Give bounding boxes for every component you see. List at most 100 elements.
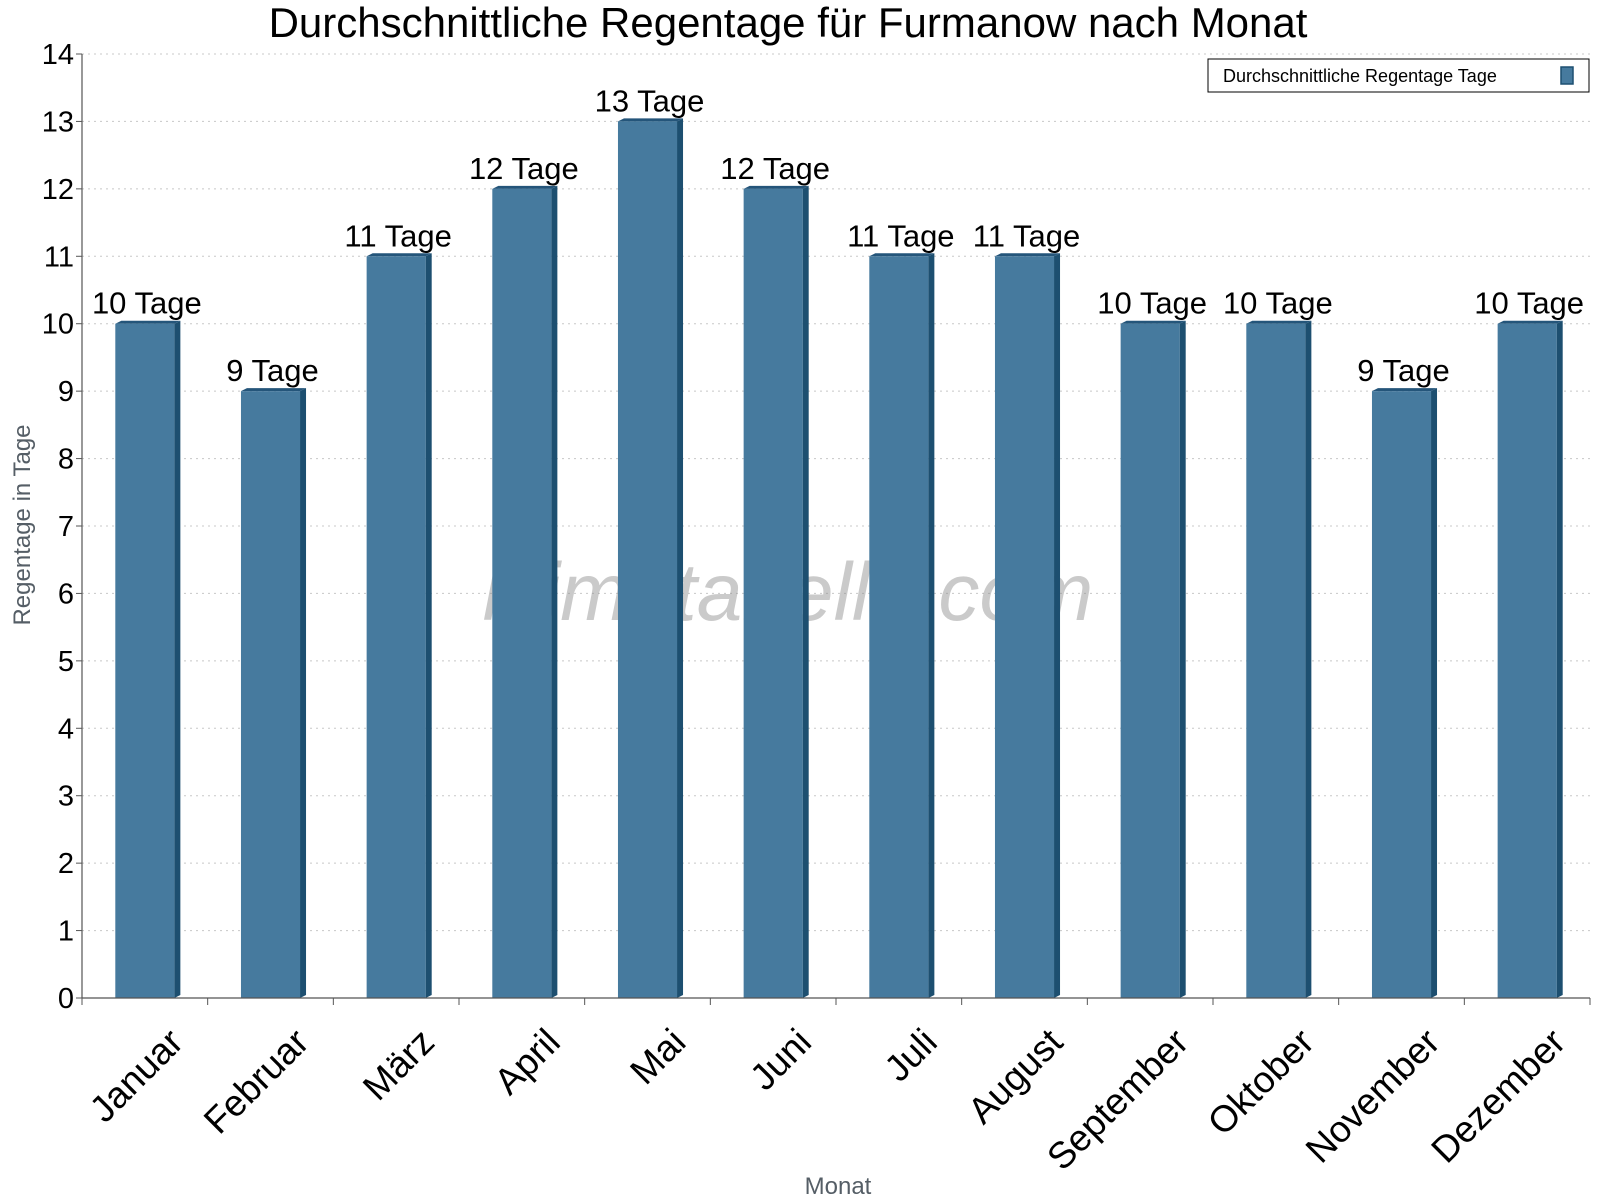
- data-labels: 10 Tage 9 Tage 11 Tage 12 Tage 13 Tage 12 Tag…: [92, 83, 1584, 388]
- bar-side: [928, 253, 935, 999]
- x-tick-label: November: [1298, 1021, 1448, 1171]
- bar-face: [869, 256, 929, 998]
- x-axis-ticks: Januar Februar März April Mai Juni Juli AugustS…: [81, 998, 1591, 1178]
- data-label: 11 Tage: [847, 218, 954, 253]
- bar-side: [174, 320, 181, 998]
- data-label: 10 Tage: [1223, 286, 1333, 321]
- bar-top: [1497, 320, 1563, 324]
- data-label: 11 Tage: [344, 218, 451, 253]
- bar: [240, 388, 307, 999]
- bar-top: [869, 253, 935, 257]
- bar: [617, 118, 684, 998]
- x-tick-label: Mai: [622, 1021, 693, 1092]
- bar-face: [1497, 323, 1557, 998]
- bar-top: [994, 253, 1061, 257]
- bar: [869, 253, 935, 999]
- y-tick-label: 9: [58, 376, 74, 408]
- bar: [492, 185, 558, 998]
- x-tick-label: Februar: [196, 1021, 317, 1142]
- bar: [1497, 320, 1563, 998]
- x-tick-label: Januar: [82, 1021, 191, 1130]
- bar-face: [240, 391, 301, 999]
- x-tick-label: April: [486, 1021, 567, 1102]
- y-tick-label: 11: [44, 241, 74, 273]
- data-label: 11 Tage: [973, 218, 1080, 253]
- x-tick-label: Oktober: [1200, 1021, 1322, 1143]
- bar-face: [115, 323, 175, 998]
- bar-face: [743, 188, 803, 998]
- bar-top: [366, 253, 432, 257]
- x-tick-label: Dezember: [1423, 1021, 1573, 1171]
- x-axis-label: Monat: [805, 1173, 872, 1200]
- bar-side: [1556, 320, 1563, 998]
- y-tick-label: 6: [58, 578, 74, 610]
- data-label: 13 Tage: [595, 83, 705, 118]
- bar-face: [1120, 323, 1180, 998]
- bar-side: [677, 118, 684, 998]
- bar-top: [1371, 388, 1438, 392]
- y-tick-label: 5: [58, 646, 74, 678]
- data-label: 10 Tage: [1097, 286, 1207, 321]
- bar: [115, 320, 181, 998]
- y-tick-label: 3: [58, 781, 74, 813]
- x-tick-label: August: [960, 1020, 1071, 1131]
- y-tick-label: 8: [58, 444, 74, 476]
- bar-side: [551, 185, 558, 998]
- data-label: 9 Tage: [1357, 353, 1450, 388]
- bar-face: [1246, 323, 1306, 998]
- bar: [1371, 388, 1438, 999]
- y-axis-label: Regentage in Tage: [9, 424, 36, 625]
- bar-side: [300, 388, 307, 999]
- bar: [1120, 320, 1186, 998]
- bar-top: [115, 320, 181, 324]
- bars-group: [115, 118, 1563, 999]
- legend-swatch: [1560, 66, 1574, 85]
- x-tick-label: Juli: [877, 1021, 945, 1089]
- bar-side: [1179, 320, 1186, 998]
- legend-box: [1207, 58, 1590, 93]
- y-tick-label: 0: [58, 983, 74, 1015]
- bar: [743, 185, 809, 998]
- x-tick-label: März: [355, 1021, 442, 1108]
- bar-face: [994, 256, 1055, 998]
- bar: [366, 253, 432, 999]
- bar: [1246, 320, 1312, 998]
- bar-face: [1371, 391, 1432, 999]
- bar-top: [1120, 320, 1186, 324]
- bar-face: [366, 256, 426, 998]
- data-label: 10 Tage: [92, 286, 202, 321]
- y-tick-label: 1: [58, 916, 74, 948]
- y-tick-label: 14: [42, 39, 74, 71]
- bar-side: [1054, 253, 1061, 999]
- data-label: 12 Tage: [720, 151, 830, 186]
- bar-side: [1431, 388, 1438, 999]
- y-tick-label: 2: [58, 848, 74, 880]
- bar-side: [1305, 320, 1312, 998]
- bar-top: [617, 118, 684, 122]
- axes: [81, 54, 1590, 999]
- bar-side: [802, 185, 809, 998]
- bar-face: [492, 188, 552, 998]
- data-label: 12 Tage: [469, 151, 579, 186]
- y-tick-label: 7: [58, 511, 74, 543]
- y-tick-label: 13: [42, 106, 74, 138]
- bar-face: [617, 121, 678, 998]
- bar-top: [743, 185, 809, 189]
- legend: Durchschnittliche Regentage Tage: [1207, 58, 1590, 93]
- y-tick-label: 4: [58, 713, 74, 745]
- bar-top: [1246, 320, 1312, 324]
- bar-top: [492, 185, 558, 189]
- legend-label: Durchschnittliche Regentage Tage: [1223, 66, 1497, 86]
- data-label: 9 Tage: [226, 353, 319, 388]
- chart-title: Durchschnittliche Regentage für Furmanow…: [269, 0, 1308, 46]
- x-tick-label: Juni: [742, 1021, 819, 1098]
- bar-top: [240, 388, 307, 392]
- grid-lines: [82, 53, 1590, 932]
- y-tick-label: 10: [42, 309, 74, 341]
- bar: [994, 253, 1061, 999]
- bar-side: [425, 253, 432, 999]
- data-label: 10 Tage: [1474, 286, 1584, 321]
- y-tick-label: 12: [42, 174, 74, 206]
